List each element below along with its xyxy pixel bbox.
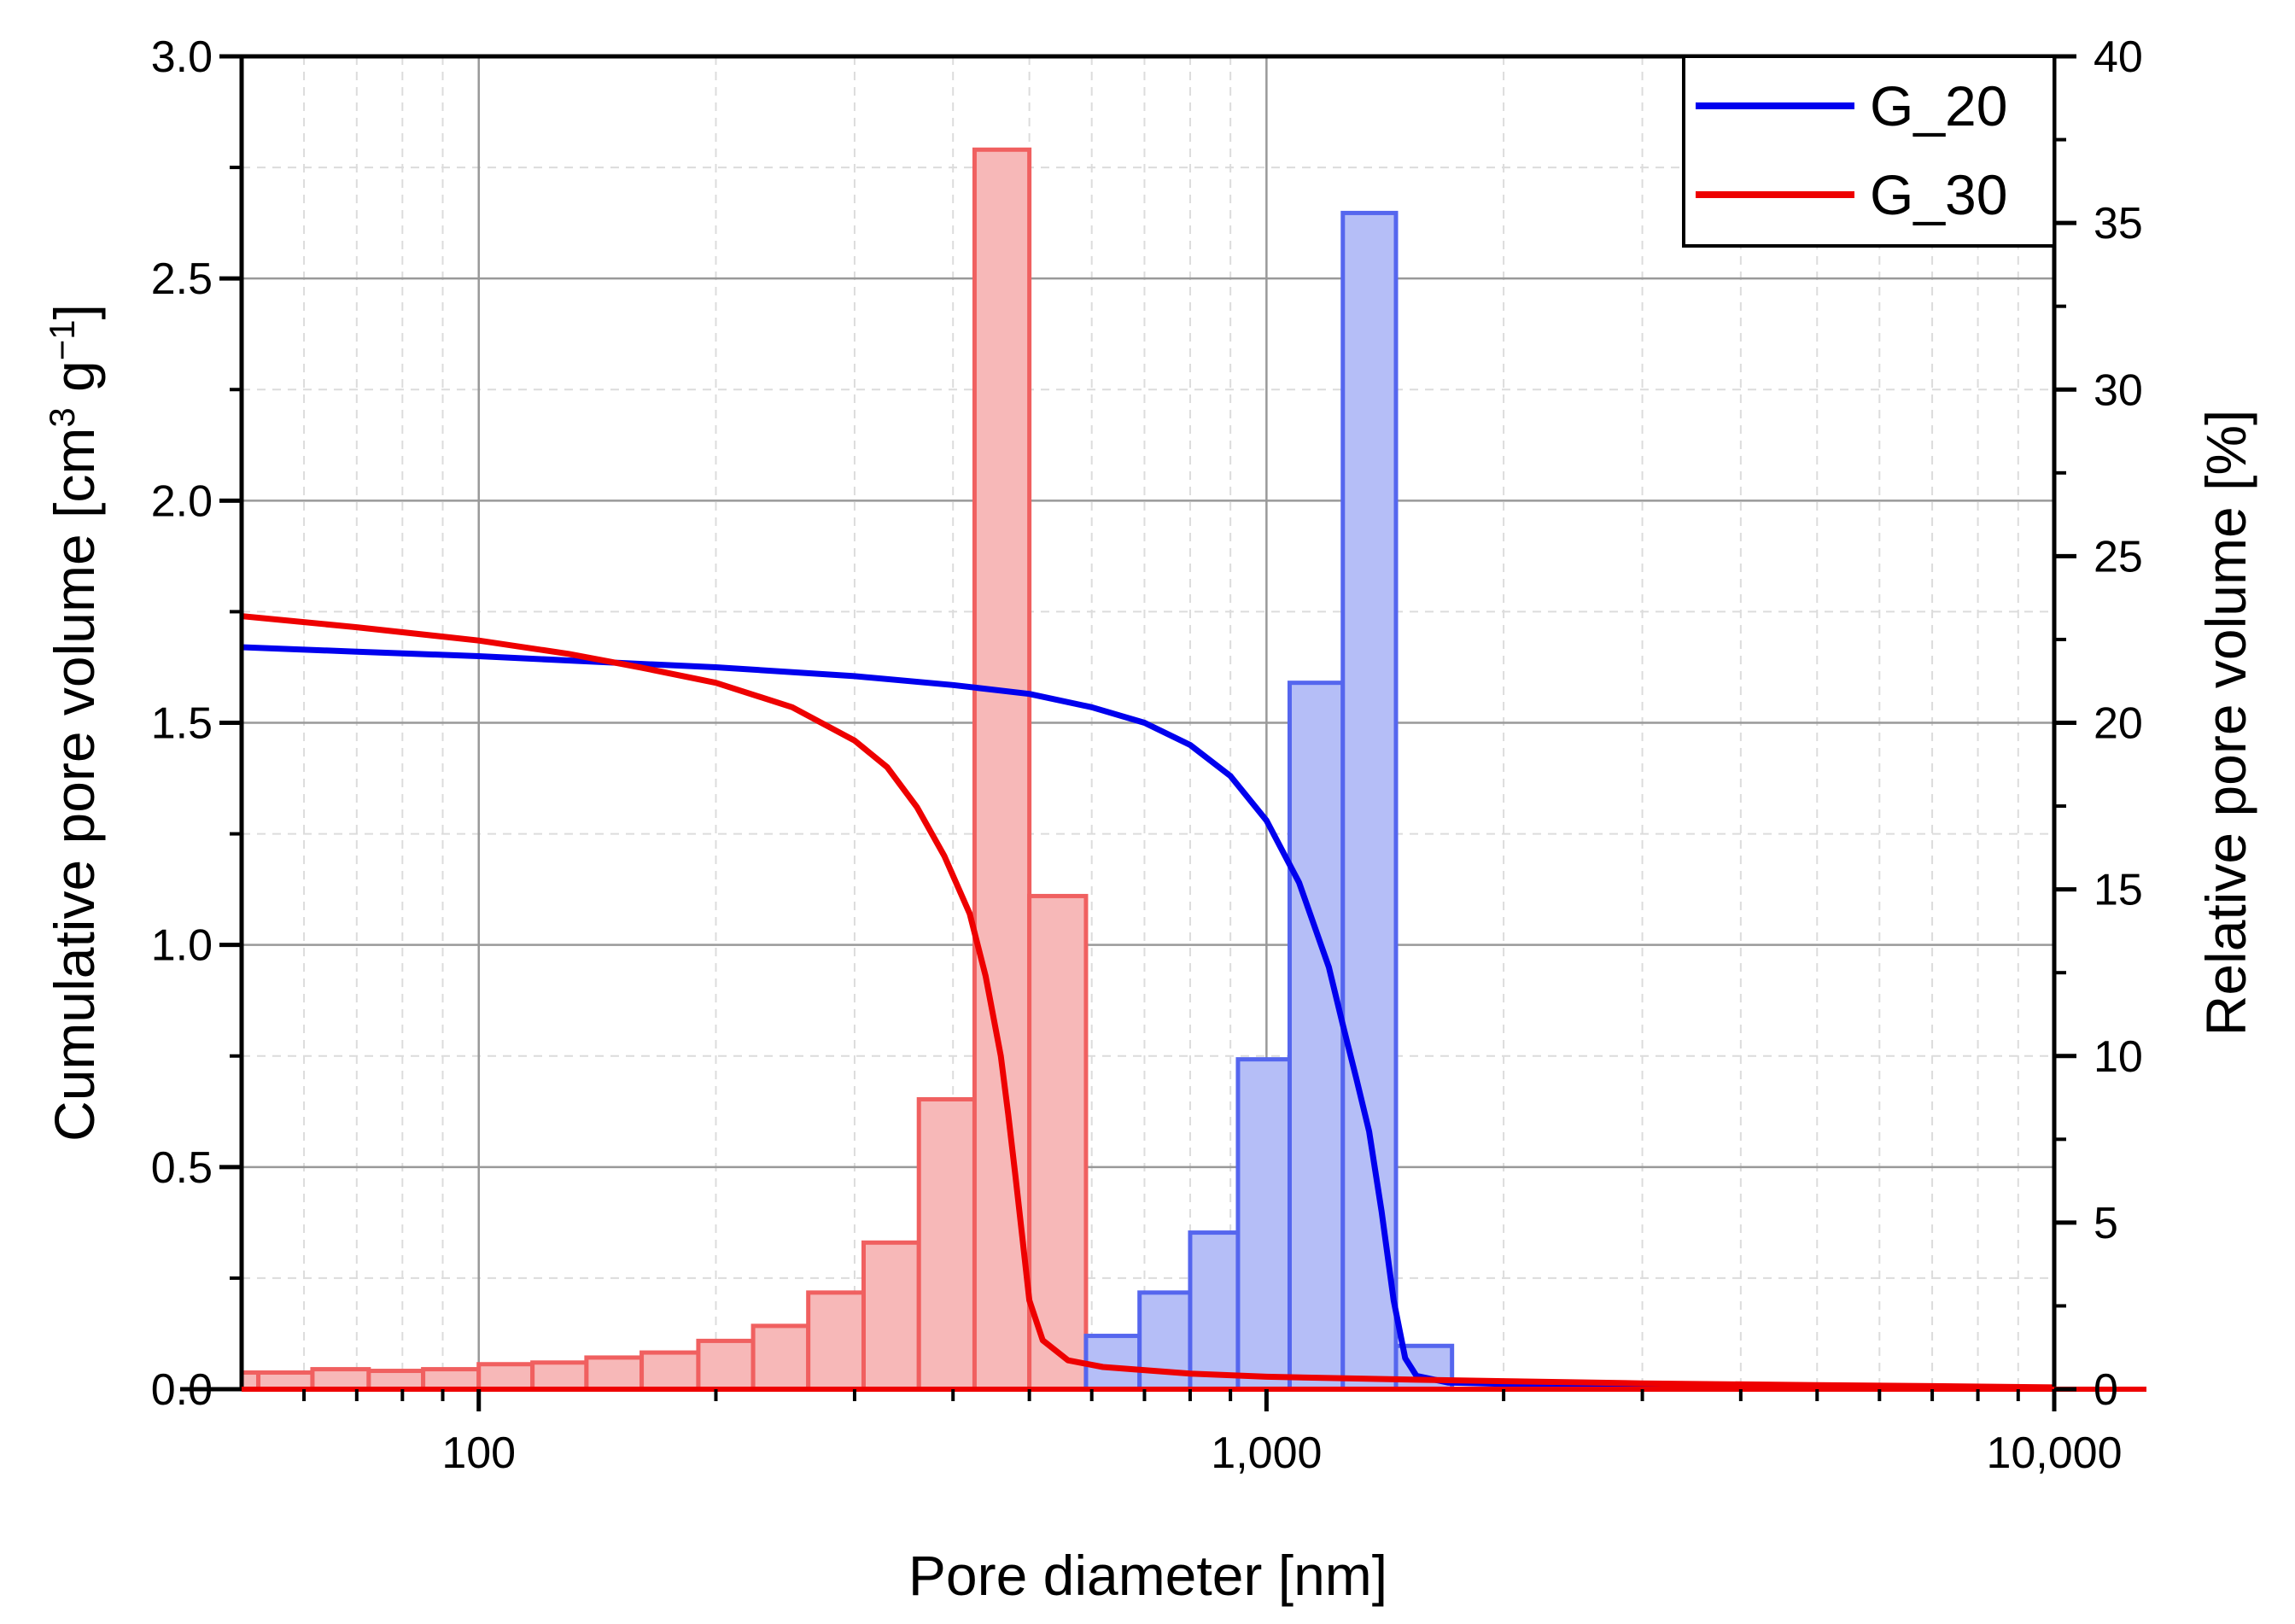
legend-label-g30: G_30: [1870, 163, 2007, 226]
bar-g30: [421, 1367, 482, 1389]
legend: G_20 G_30: [1682, 55, 2056, 248]
x-axis-title: Pore diameter [nm]: [908, 1544, 1387, 1607]
bar-g20: [1188, 1230, 1241, 1389]
bar-g30: [584, 1355, 645, 1389]
y-tick-label-left: 0.0: [151, 1365, 213, 1415]
y-tick-label-left: 0.5: [151, 1143, 213, 1193]
legend-box: [1682, 55, 2056, 248]
series-line-g20: [242, 644, 2054, 1389]
bar-g30: [750, 1323, 811, 1389]
legend-label-g20: G_20: [1870, 74, 2007, 137]
bar-g30: [916, 1096, 977, 1389]
bar-g30: [861, 1240, 921, 1389]
bar-g20: [1340, 210, 1399, 1389]
x-tick-label: 1,000: [1211, 1428, 1322, 1478]
bar-g20: [1235, 1057, 1292, 1389]
y-tick-label-right: 0: [2094, 1365, 2118, 1415]
bar-g30: [639, 1350, 701, 1389]
bar-g30: [530, 1360, 589, 1389]
y-axis-title-left: Cumulative pore volume [cm3 g−1]: [42, 304, 107, 1142]
y-tick-label-left: 3.0: [151, 32, 213, 82]
y-tick-label-right: 15: [2094, 866, 2143, 915]
x-tick-label: 100: [441, 1428, 516, 1478]
x-tick-label: 10,000: [1986, 1428, 2122, 1478]
bar-g20: [1287, 681, 1346, 1389]
bar-g30: [1027, 893, 1089, 1389]
bar-g30: [310, 1367, 371, 1389]
bar-g30: [806, 1290, 866, 1389]
series-line-g30: [242, 613, 2054, 1389]
histogram-bars: [242, 147, 1455, 1389]
y-tick-label-right: 10: [2094, 1032, 2143, 1082]
y-tick-label-right: 25: [2094, 532, 2143, 581]
y-tick-label-right: 35: [2094, 199, 2143, 248]
y-tick-label-left: 2.0: [151, 476, 213, 526]
y-tick-label-right: 40: [2094, 32, 2143, 82]
y-tick-label-right: 5: [2094, 1199, 2118, 1248]
bar-g30: [696, 1338, 756, 1389]
y-tick-label-right: 30: [2094, 365, 2143, 415]
cumulative-curves: [242, 613, 2054, 1389]
bar-g30: [366, 1369, 426, 1389]
y-tick-label-right: 20: [2094, 699, 2143, 749]
tick-marks-and-labels: 0.0 0.5 1.0 1.5 2.0 2.5 3.0 0 5 10 15 20 25 30 35 40 100…: [151, 32, 2143, 1478]
y-tick-label-left: 1.0: [151, 921, 213, 971]
bar-g30: [476, 1362, 535, 1389]
y-axis-title-right: Relative pore volume [%]: [2194, 410, 2257, 1037]
y-tick-label-left: 1.5: [151, 699, 213, 749]
y-tick-label-left: 2.5: [151, 254, 213, 304]
